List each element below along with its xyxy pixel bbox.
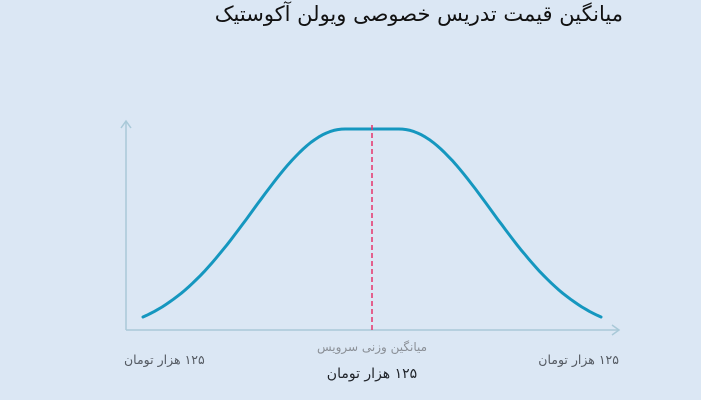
x-axis-arrow — [611, 324, 621, 336]
average-marker-value: ۱۲۵ هزار تومان — [326, 366, 418, 382]
chart-title: میانگین قیمت تدریس خصوصی ویولن آکوستیک — [214, 2, 623, 26]
x-axis-max-label: ۱۲۵ هزار تومان — [538, 352, 619, 367]
x-axis-min-label: ۱۲۵ هزار تومان — [124, 352, 205, 367]
y-axis-arrow — [120, 119, 132, 129]
average-marker-caption: میانگین وزنی سرویس — [316, 340, 428, 354]
